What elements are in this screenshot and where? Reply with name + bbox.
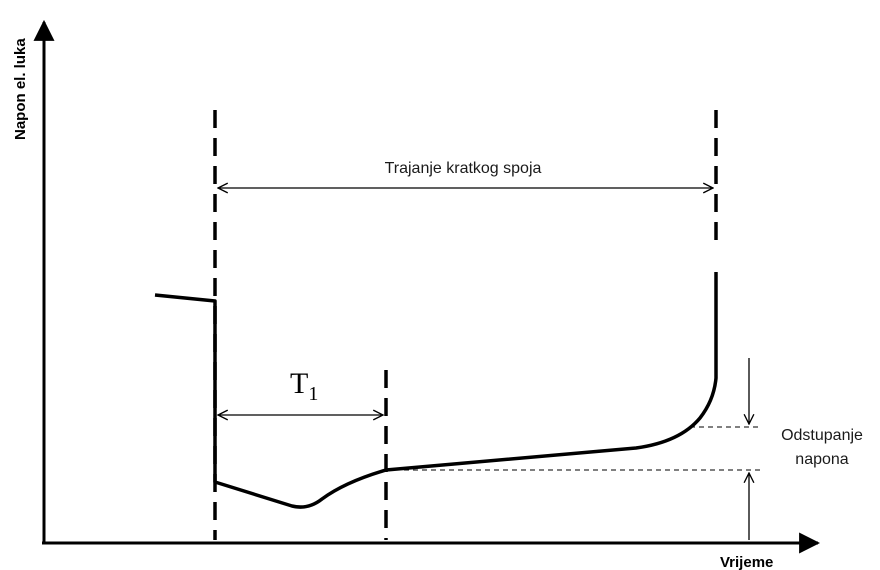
y-axis-label: Napon el. luka — [12, 38, 29, 140]
deviation-label-line1: Odstupanje — [781, 427, 863, 444]
deviation-label-line2: napona — [795, 451, 848, 468]
t1-label: T1 — [290, 367, 318, 405]
duration-label: Trajanje kratkog spoja — [385, 160, 542, 177]
x-axis-label: Vrijeme — [720, 554, 773, 570]
arc-voltage-curve — [155, 272, 716, 507]
